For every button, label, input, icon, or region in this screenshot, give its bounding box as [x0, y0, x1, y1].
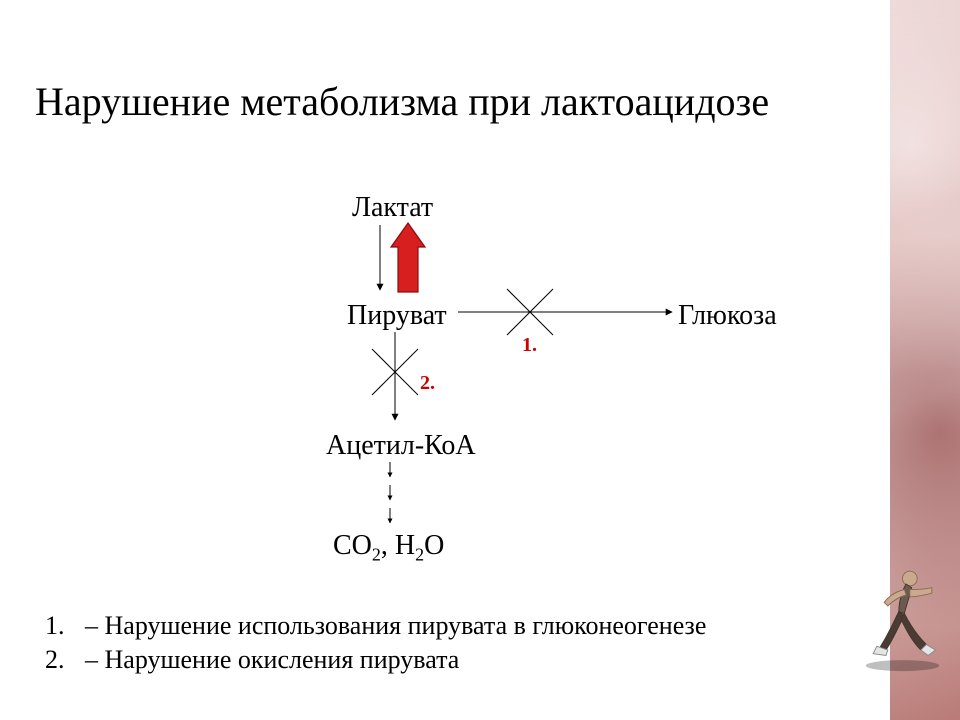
node-acetylcoa: Ацетил-КоА: [326, 430, 476, 462]
footnotes: 1. – Нарушение использования пирувата в …: [45, 607, 706, 675]
node-pyruvate: Пируват: [347, 300, 447, 332]
slide-title: Нарушение метаболизма при лактоацидозе: [35, 78, 769, 125]
footnote-2-text: – Нарушение окисления пирувата: [85, 645, 459, 675]
footnote-2: 2. – Нарушение окисления пирувата: [45, 645, 706, 675]
block-label-2: 2.: [420, 372, 435, 395]
up-arrow-icon: [391, 223, 425, 292]
block-cross-1: [498, 289, 562, 335]
slide: Нарушение метаболизма при лактоацидозе Л…: [0, 0, 960, 720]
node-glucose: Глюкоза: [678, 300, 777, 332]
footnote-2-num: 2.: [45, 645, 85, 675]
block-cross-2: [372, 340, 418, 404]
node-lactate: Лактат: [352, 192, 433, 224]
footnote-1: 1. – Нарушение использования пирувата в …: [45, 611, 706, 641]
runner-icon: [855, 562, 950, 672]
block-label-1: 1.: [522, 334, 537, 357]
footnote-1-num: 1.: [45, 611, 85, 641]
node-co2h2o: СО2, Н2О: [333, 530, 444, 566]
footnote-1-text: – Нарушение использования пирувата в глю…: [85, 611, 706, 641]
